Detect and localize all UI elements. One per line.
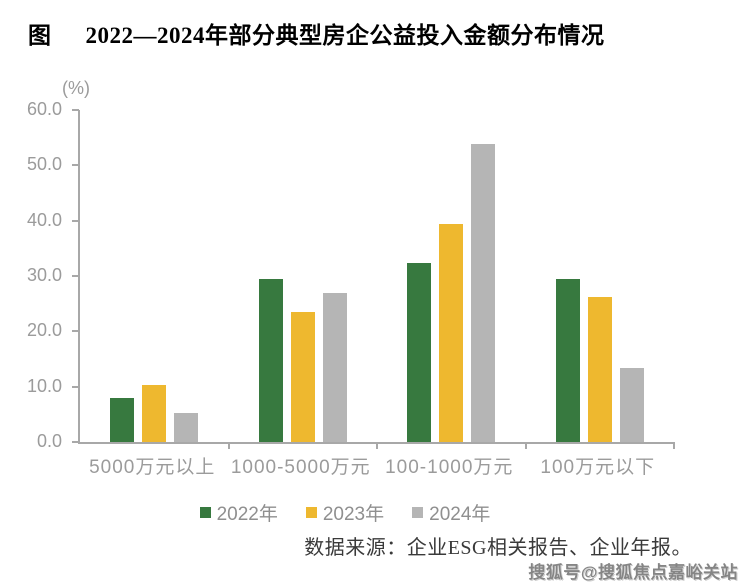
y-tick-mark	[72, 109, 79, 111]
legend-item-2024年[interactable]: 2024年	[412, 499, 490, 526]
y-tick-mark	[72, 385, 79, 388]
y-tick-label: 30.0	[26, 265, 62, 285]
x-tick-mark	[524, 442, 527, 449]
legend-label: 2023年	[322, 504, 385, 525]
legend-swatch-icon	[305, 507, 317, 518]
plot-area	[78, 110, 675, 449]
y-tick-mark	[72, 219, 79, 222]
y-tick-label: 20.0	[26, 320, 62, 341]
bar-2024年-100万元以下[interactable]	[619, 367, 644, 442]
y-axis-unit-label: (%)	[62, 78, 90, 98]
y-tick-label: 0.0	[36, 431, 62, 451]
legend-swatch-icon	[412, 507, 424, 518]
bar-2024年-1000-5000万元[interactable]	[322, 293, 347, 442]
data-source-note: 数据来源：企业ESG相关报告、企业年报。	[304, 537, 692, 559]
y-tick-mark	[72, 275, 79, 277]
figure-label: 图	[28, 23, 52, 48]
y-tick-mark	[72, 330, 79, 333]
bar-group-4	[526, 110, 675, 442]
bar-2022年-100-1000万元[interactable]	[407, 262, 432, 442]
bar-2022年-100万元以下[interactable]	[555, 279, 580, 442]
x-category-label: 100-1000万元	[385, 457, 514, 478]
chart-legend: 2022年 2023年 2024年	[0, 499, 690, 526]
y-tick-label: 10.0	[26, 375, 62, 396]
y-tick-mark	[72, 441, 79, 443]
x-tick-mark	[673, 442, 675, 449]
bar-2024年-5000万元以上[interactable]	[174, 412, 199, 442]
y-tick-mark	[72, 164, 79, 167]
bar-2023年-100万元以下[interactable]	[587, 297, 612, 442]
legend-item-2022年[interactable]: 2022年	[199, 499, 278, 526]
x-tick-mark	[227, 442, 230, 449]
y-tick-label: 50.0	[26, 154, 62, 175]
legend-label: 2024年	[429, 504, 491, 525]
x-category-label: 5000万元以上	[89, 457, 216, 478]
x-category-label: 1000-5000万元	[230, 457, 371, 478]
figure-title-row: 图 2022—2024年部分典型房企公益投入金额分布情况	[28, 16, 718, 50]
bar-2023年-5000万元以上[interactable]	[142, 385, 167, 442]
watermark-text: 搜狐号@搜狐焦点嘉峪关站	[528, 563, 738, 582]
x-tick-mark	[376, 442, 378, 449]
bar-2022年-1000-5000万元[interactable]	[258, 279, 283, 442]
bar-2023年-1000-5000万元[interactable]	[290, 311, 315, 442]
bar-group-1	[80, 110, 229, 442]
bar-2024年-100-1000万元[interactable]	[471, 143, 496, 442]
figure-title: 2022—2024年部分典型房企公益投入金额分布情况	[85, 23, 605, 48]
bar-2023年-100-1000万元[interactable]	[439, 224, 464, 442]
bar-group-3	[377, 110, 526, 442]
y-tick-label: 40.0	[26, 209, 62, 230]
bar-groups	[80, 110, 674, 442]
legend-swatch-icon	[199, 507, 211, 518]
bar-2022年-5000万元以上[interactable]	[110, 398, 135, 442]
legend-label: 2022年	[216, 504, 278, 525]
y-tick-label: 60.0	[26, 99, 62, 119]
legend-item-2023年[interactable]: 2023年	[305, 499, 385, 526]
bar-group-2	[229, 110, 378, 442]
x-category-label: 100万元以下	[540, 457, 656, 478]
x-axis-category-labels: 5000万元以上 1000-5000万元 100-1000万元 100万元以下	[78, 452, 672, 479]
